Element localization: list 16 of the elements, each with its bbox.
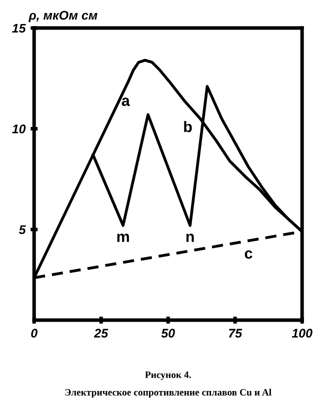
y-tick-label: 10 — [12, 124, 26, 134]
x-tick-label: 0 — [31, 328, 38, 338]
y-axis-title: ρ, мкОм см — [28, 10, 98, 22]
annotation: n — [186, 234, 194, 242]
series-label: b — [184, 120, 192, 132]
x-tick-label: 25 — [94, 328, 108, 338]
series-label: c — [244, 250, 252, 259]
x-tick-label: 100 — [292, 328, 312, 338]
text: Электрическое сопротивление сплавов Cu и Al — [65, 388, 272, 398]
y-tick-label: 15 — [12, 24, 26, 33]
y-tick-label: 5 — [18, 225, 26, 234]
series-label: a — [122, 98, 130, 106]
text: Рисунок 4. — [145, 372, 191, 380]
x-tick-label: 50 — [161, 328, 175, 338]
x-tick-label: 75 — [229, 328, 242, 338]
annotation: m — [117, 234, 129, 242]
